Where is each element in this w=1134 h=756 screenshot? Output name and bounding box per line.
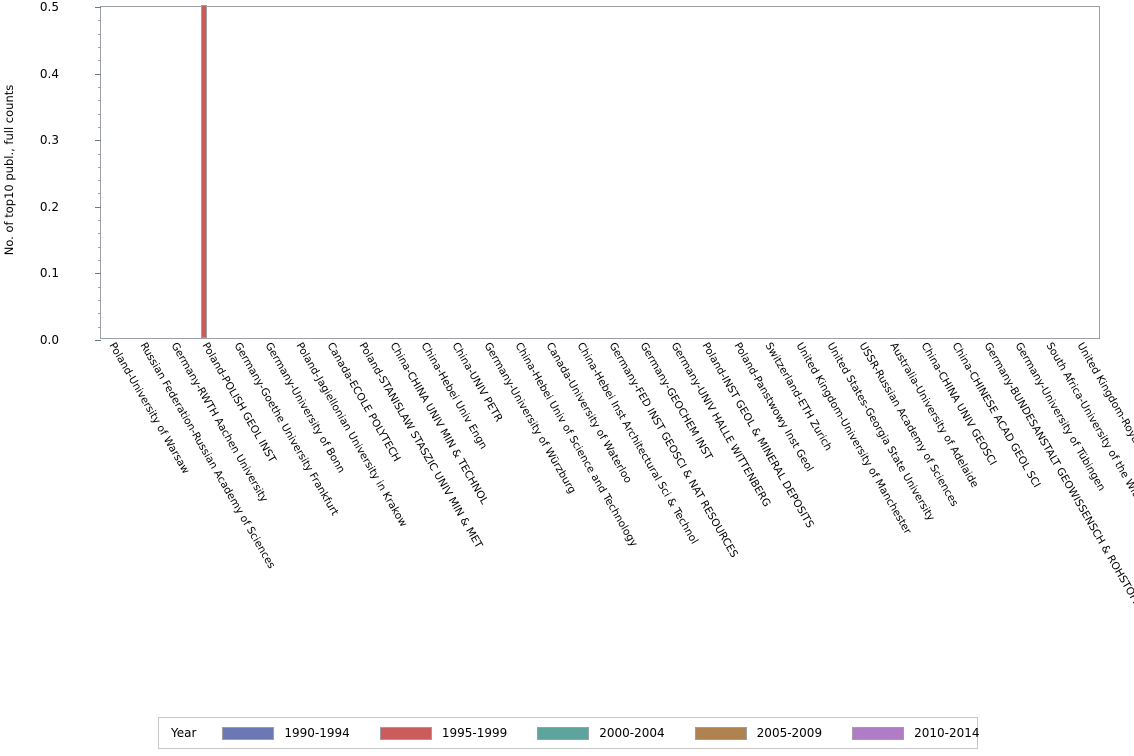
legend-entry[interactable]: 1990-1994 (222, 726, 350, 740)
y-tick-minor-mark (97, 260, 101, 262)
legend-entry[interactable]: 1995-1999 (379, 726, 508, 740)
y-tick-minor-mark (97, 326, 101, 328)
x-tick-label: Germany-BUNDESANSTALT GEOWISSENSCH & ROH… (981, 340, 1134, 615)
legend-entry[interactable]: 2010-2014 (852, 726, 980, 740)
y-tick-minor-mark (97, 126, 101, 128)
y-tick-minor-mark (97, 220, 101, 222)
x-tick-label: China-Hebei Inst Architectural Sci & Tec… (574, 340, 701, 547)
y-tick-label: 0.1 (39, 266, 59, 281)
x-axis-labels: Poland-University of Warsaw Russian Feder… (100, 340, 1134, 701)
y-tick-label: 0.4 (39, 66, 59, 81)
y-tick-minor-mark (97, 300, 101, 302)
plot-inner: 0.0 0.1 0.2 0.3 0.4 0.5 (40, 0, 1099, 347)
y-axis-title: No. of top10 publ., full counts (2, 84, 16, 256)
y-tick-minor-mark (97, 20, 101, 22)
legend-color-swatch (537, 726, 590, 740)
y-tick-minor-mark (97, 193, 101, 195)
legend-entry-label: 2005-2009 (756, 726, 823, 740)
y-tick-minor-mark (97, 153, 101, 155)
y-tick-label: 0.2 (39, 199, 59, 214)
chart-legend: Year 1990-1994 1995-1999 2000-2004 2005-200… (158, 717, 980, 749)
plot-area: 0.0 0.1 0.2 0.3 0.4 0.5 (40, 0, 1100, 347)
bar (201, 5, 208, 338)
y-tick-label: 0.0 (39, 333, 59, 347)
legend-entry[interactable]: 2005-2009 (694, 726, 823, 740)
legend-entry-label: 1990-1994 (284, 726, 350, 740)
y-tick-mark (95, 140, 101, 142)
y-tick-mark (95, 273, 101, 275)
legend-color-swatch (694, 726, 747, 740)
legend-entry-label: 1995-1999 (441, 726, 508, 740)
y-tick-minor-mark (97, 313, 101, 315)
y-tick-minor-mark (97, 100, 101, 102)
legend-entry[interactable]: 2000-2004 (537, 726, 665, 740)
legend-entries: 1990-1994 1995-1999 2000-2004 2005-2009 2010… (222, 726, 1009, 740)
legend-entry-label: 2010-2014 (914, 726, 980, 740)
x-tick-label: China-Hebei Univ of Science and Technolo… (512, 340, 640, 549)
y-tick-minor-mark (97, 86, 101, 88)
y-tick-minor-mark (97, 286, 101, 288)
y-tick-label: 0.5 (39, 0, 59, 14)
y-tick-minor-mark (97, 60, 101, 62)
legend-color-swatch (379, 726, 432, 740)
y-tick-minor-mark (97, 246, 101, 248)
y-tick-minor-mark (97, 166, 101, 168)
y-tick-minor-mark (97, 46, 101, 48)
y-tick-minor-mark (97, 180, 101, 182)
legend-color-swatch (852, 726, 905, 740)
x-tick-label: United Kingdom-University of Manchester (793, 340, 914, 537)
y-tick-mark (95, 73, 101, 75)
y-tick-label: 0.3 (39, 133, 59, 148)
y-tick-mark (95, 7, 101, 8)
y-tick-mark (95, 340, 101, 341)
y-tick-mark (95, 206, 101, 208)
legend-title: Year (171, 726, 197, 740)
legend-entry-label: 2000-2004 (599, 726, 665, 740)
legend-color-swatch (222, 726, 275, 740)
y-tick-minor-mark (97, 33, 101, 35)
y-tick-minor-mark (97, 233, 101, 235)
y-tick-minor-mark (97, 113, 101, 115)
